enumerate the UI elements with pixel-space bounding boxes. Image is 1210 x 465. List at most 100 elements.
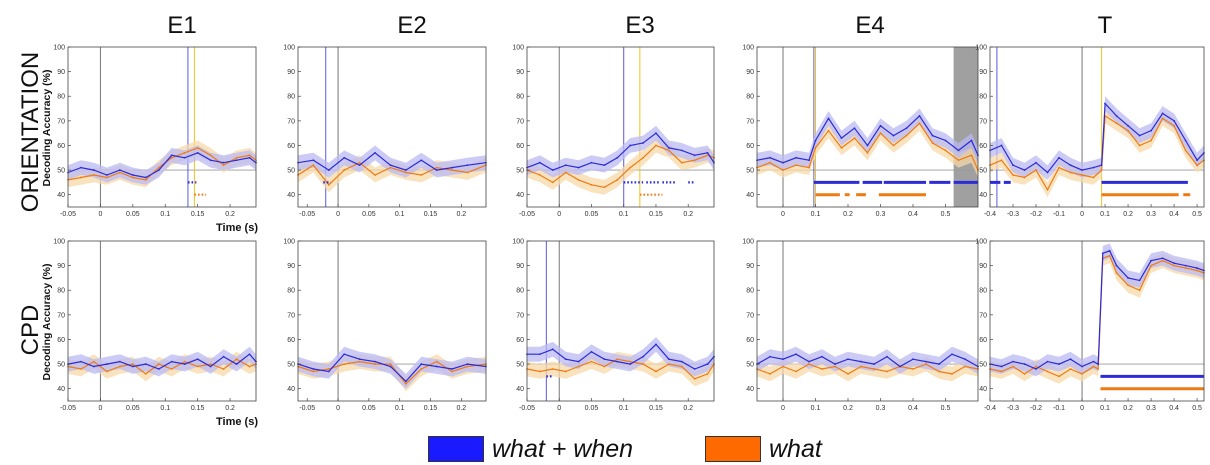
axes-frame — [297, 240, 487, 402]
x-tick-label: 0.05 — [585, 211, 599, 218]
x-tick-label: 0.15 — [424, 405, 438, 412]
point-what-when — [1023, 169, 1026, 171]
point-what-when — [1000, 365, 1003, 368]
y-tick-label: 80 — [57, 288, 65, 295]
point-what-when — [1173, 119, 1175, 122]
point-what-when — [879, 124, 882, 127]
band-what-when — [757, 108, 978, 171]
point-what — [808, 363, 810, 365]
point-what-when — [1012, 360, 1014, 363]
y-tick-label: 80 — [516, 94, 524, 101]
x-tick-label: 0.05 — [126, 211, 140, 218]
point-what-when — [655, 132, 657, 135]
point-what — [680, 365, 683, 368]
point-what-when — [795, 353, 797, 356]
point-what-when — [420, 159, 423, 162]
point-what — [374, 174, 376, 176]
point-what-when — [873, 363, 875, 365]
x-axis-label-cpd: Time (s) — [216, 416, 258, 428]
y-tick-label: 70 — [516, 312, 524, 319]
point-what — [1173, 264, 1175, 267]
point-what-when — [808, 360, 810, 363]
y-tick-label: 100 — [53, 45, 65, 52]
column-title-e4: E4 — [855, 12, 884, 39]
y-tick-label: 90 — [746, 263, 754, 270]
y-tick-label: 70 — [979, 312, 987, 319]
point-what-when — [847, 358, 849, 361]
point-what-when — [1069, 358, 1072, 361]
point-what — [93, 360, 95, 363]
point-what-when — [769, 355, 771, 358]
point-what-when — [1046, 360, 1049, 363]
x-tick-label: -0.05 — [519, 211, 535, 218]
y-tick-label: 70 — [746, 118, 754, 125]
point-what — [970, 154, 973, 157]
legend-swatch-what-when — [428, 436, 484, 462]
y-tick-label: 50 — [287, 168, 295, 175]
point-what — [834, 365, 836, 368]
point-what — [667, 363, 670, 365]
point-what — [118, 365, 121, 368]
x-tick-label: 0 — [557, 405, 561, 412]
point-what-when — [590, 161, 593, 164]
panel-orientation-t: 40 50 60 70 80 90 100 -0.4 -0.3 -0.2 -0.1 0 0.1 0.2 0.… — [975, 45, 1205, 218]
point-what-when — [358, 164, 361, 167]
y-tick-label: 70 — [287, 118, 295, 125]
point-what-when — [564, 358, 567, 361]
y-tick-label: 40 — [516, 192, 524, 199]
point-what-when — [1023, 363, 1026, 365]
point-what-when — [693, 368, 696, 370]
point-what-when — [1069, 164, 1072, 167]
point-what-when — [538, 353, 541, 356]
point-what — [886, 370, 888, 373]
point-what-when — [1081, 365, 1083, 368]
point-what — [1150, 139, 1152, 142]
point-what-when — [1184, 139, 1187, 142]
point-what-when — [616, 156, 619, 159]
point-what-when — [925, 360, 927, 363]
point-what — [706, 154, 709, 157]
x-tick-label: -0.05 — [60, 211, 76, 218]
point-what — [1127, 129, 1129, 132]
y-tick-label: 90 — [516, 263, 524, 270]
y-tick-label: 50 — [57, 362, 65, 369]
point-what — [1196, 164, 1198, 167]
point-what — [693, 159, 696, 162]
point-what — [1058, 166, 1060, 169]
x-tick-label: 0.2 — [225, 211, 235, 218]
point-what-when — [1100, 164, 1103, 167]
point-what-when — [629, 363, 632, 365]
point-what-when — [389, 164, 392, 167]
point-what — [1035, 365, 1037, 368]
x-tick-label: 0.2 — [1123, 211, 1133, 218]
y-tick-label: 80 — [979, 94, 987, 101]
point-what — [577, 179, 580, 181]
x-tick-label: 0.15 — [191, 211, 205, 218]
legend-what-when: what + when — [428, 434, 633, 464]
x-tick-label: 0.15 — [649, 405, 663, 412]
point-what-when — [435, 365, 438, 368]
y-tick-label: 50 — [287, 362, 295, 369]
y-tick-label: 40 — [746, 192, 754, 199]
point-what — [551, 181, 554, 184]
point-what — [235, 156, 238, 159]
y-tick-label: 40 — [57, 192, 65, 199]
x-tick-label: -0.05 — [519, 405, 535, 412]
point-what-when — [603, 358, 606, 361]
point-what — [80, 176, 82, 179]
point-what — [404, 171, 407, 174]
x-tick-label: 0.05 — [362, 211, 376, 218]
x-tick-label: 0.1 — [619, 405, 629, 412]
legend-swatch-what — [705, 436, 761, 462]
point-what-when — [1138, 279, 1141, 282]
y-tick-label: 70 — [57, 312, 65, 319]
point-what — [1100, 169, 1103, 171]
point-what — [918, 122, 921, 125]
point-what-when — [655, 343, 657, 346]
point-what — [866, 151, 869, 154]
point-what-when — [795, 156, 797, 159]
point-what — [1081, 373, 1083, 375]
point-what-when — [782, 161, 784, 164]
point-what-when — [1108, 249, 1111, 252]
y-tick-label: 90 — [516, 69, 524, 76]
